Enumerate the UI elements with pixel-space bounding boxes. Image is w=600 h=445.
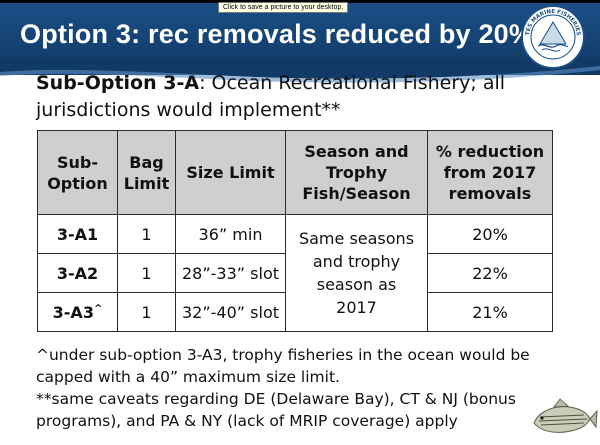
- caret-footnote-mark: ^: [93, 303, 103, 315]
- cell-bag-limit: 1: [117, 253, 176, 293]
- sub-option-table: Sub-Option Bag Limit Size Limit Season a…: [37, 130, 553, 332]
- table-row: 3-A1 1 36” min Same seasons and trophy s…: [37, 214, 553, 332]
- table-row: 3-A3^ 1 32”-40” slot 21%: [37, 292, 553, 332]
- cell-bag-limit: 1: [117, 214, 176, 254]
- sub-option-heading-rest: : Ocean Recreational Fishery; all jurisd…: [36, 72, 506, 121]
- cell-reduction: 21%: [427, 292, 553, 332]
- cell-bag-limit: 1: [117, 292, 176, 332]
- striped-bass-icon: [533, 398, 598, 433]
- save-picture-tooltip: Click to save a picture to your desktop.: [218, 2, 349, 13]
- table-row: 3-A2 1 28”-33” slot 22%: [37, 253, 553, 293]
- sub-option-heading-bold: Sub-Option 3-A: [36, 72, 200, 94]
- cell-sub-option-text: 3-A3: [52, 302, 94, 322]
- title-wave-decoration: [0, 58, 600, 83]
- asmfc-logo-icon: ATLANTIC STATES MARINE FISHERIES COMMISS…: [520, 4, 585, 69]
- header-size-limit: Size Limit: [175, 130, 286, 215]
- footnotes: ^under sub-option 3-A3, trophy fisheries…: [36, 344, 536, 432]
- cell-reduction: 20%: [427, 214, 553, 254]
- sub-option-heading: Sub-Option 3-A: Ocean Recreational Fishe…: [36, 70, 576, 124]
- cell-sub-option: 3-A3^: [37, 292, 118, 332]
- footnote-asterisks: **same caveats regarding DE (Delaware Ba…: [36, 390, 516, 430]
- cell-size-limit: 36” min: [175, 214, 286, 254]
- cell-size-limit: 32”-40” slot: [175, 292, 286, 332]
- header-season: Season and Trophy Fish/Season: [285, 130, 428, 215]
- slide-title: Option 3: rec removals reduced by 20%: [20, 19, 534, 49]
- cell-size-limit: 28”-33” slot: [175, 253, 286, 293]
- header-reduction: % reduction from 2017 removals: [427, 130, 553, 215]
- header-bag-limit: Bag Limit: [117, 130, 176, 215]
- cell-sub-option: 3-A1: [37, 214, 118, 254]
- cell-season-merged: Same seasons and trophy season as 2017: [285, 214, 428, 332]
- window-top-edge: [0, 0, 600, 3]
- header-sub-option: Sub-Option: [37, 130, 118, 215]
- cell-reduction: 22%: [427, 253, 553, 293]
- footnote-caret: ^under sub-option 3-A3, trophy fisheries…: [36, 346, 530, 386]
- cell-sub-option: 3-A2: [37, 253, 118, 293]
